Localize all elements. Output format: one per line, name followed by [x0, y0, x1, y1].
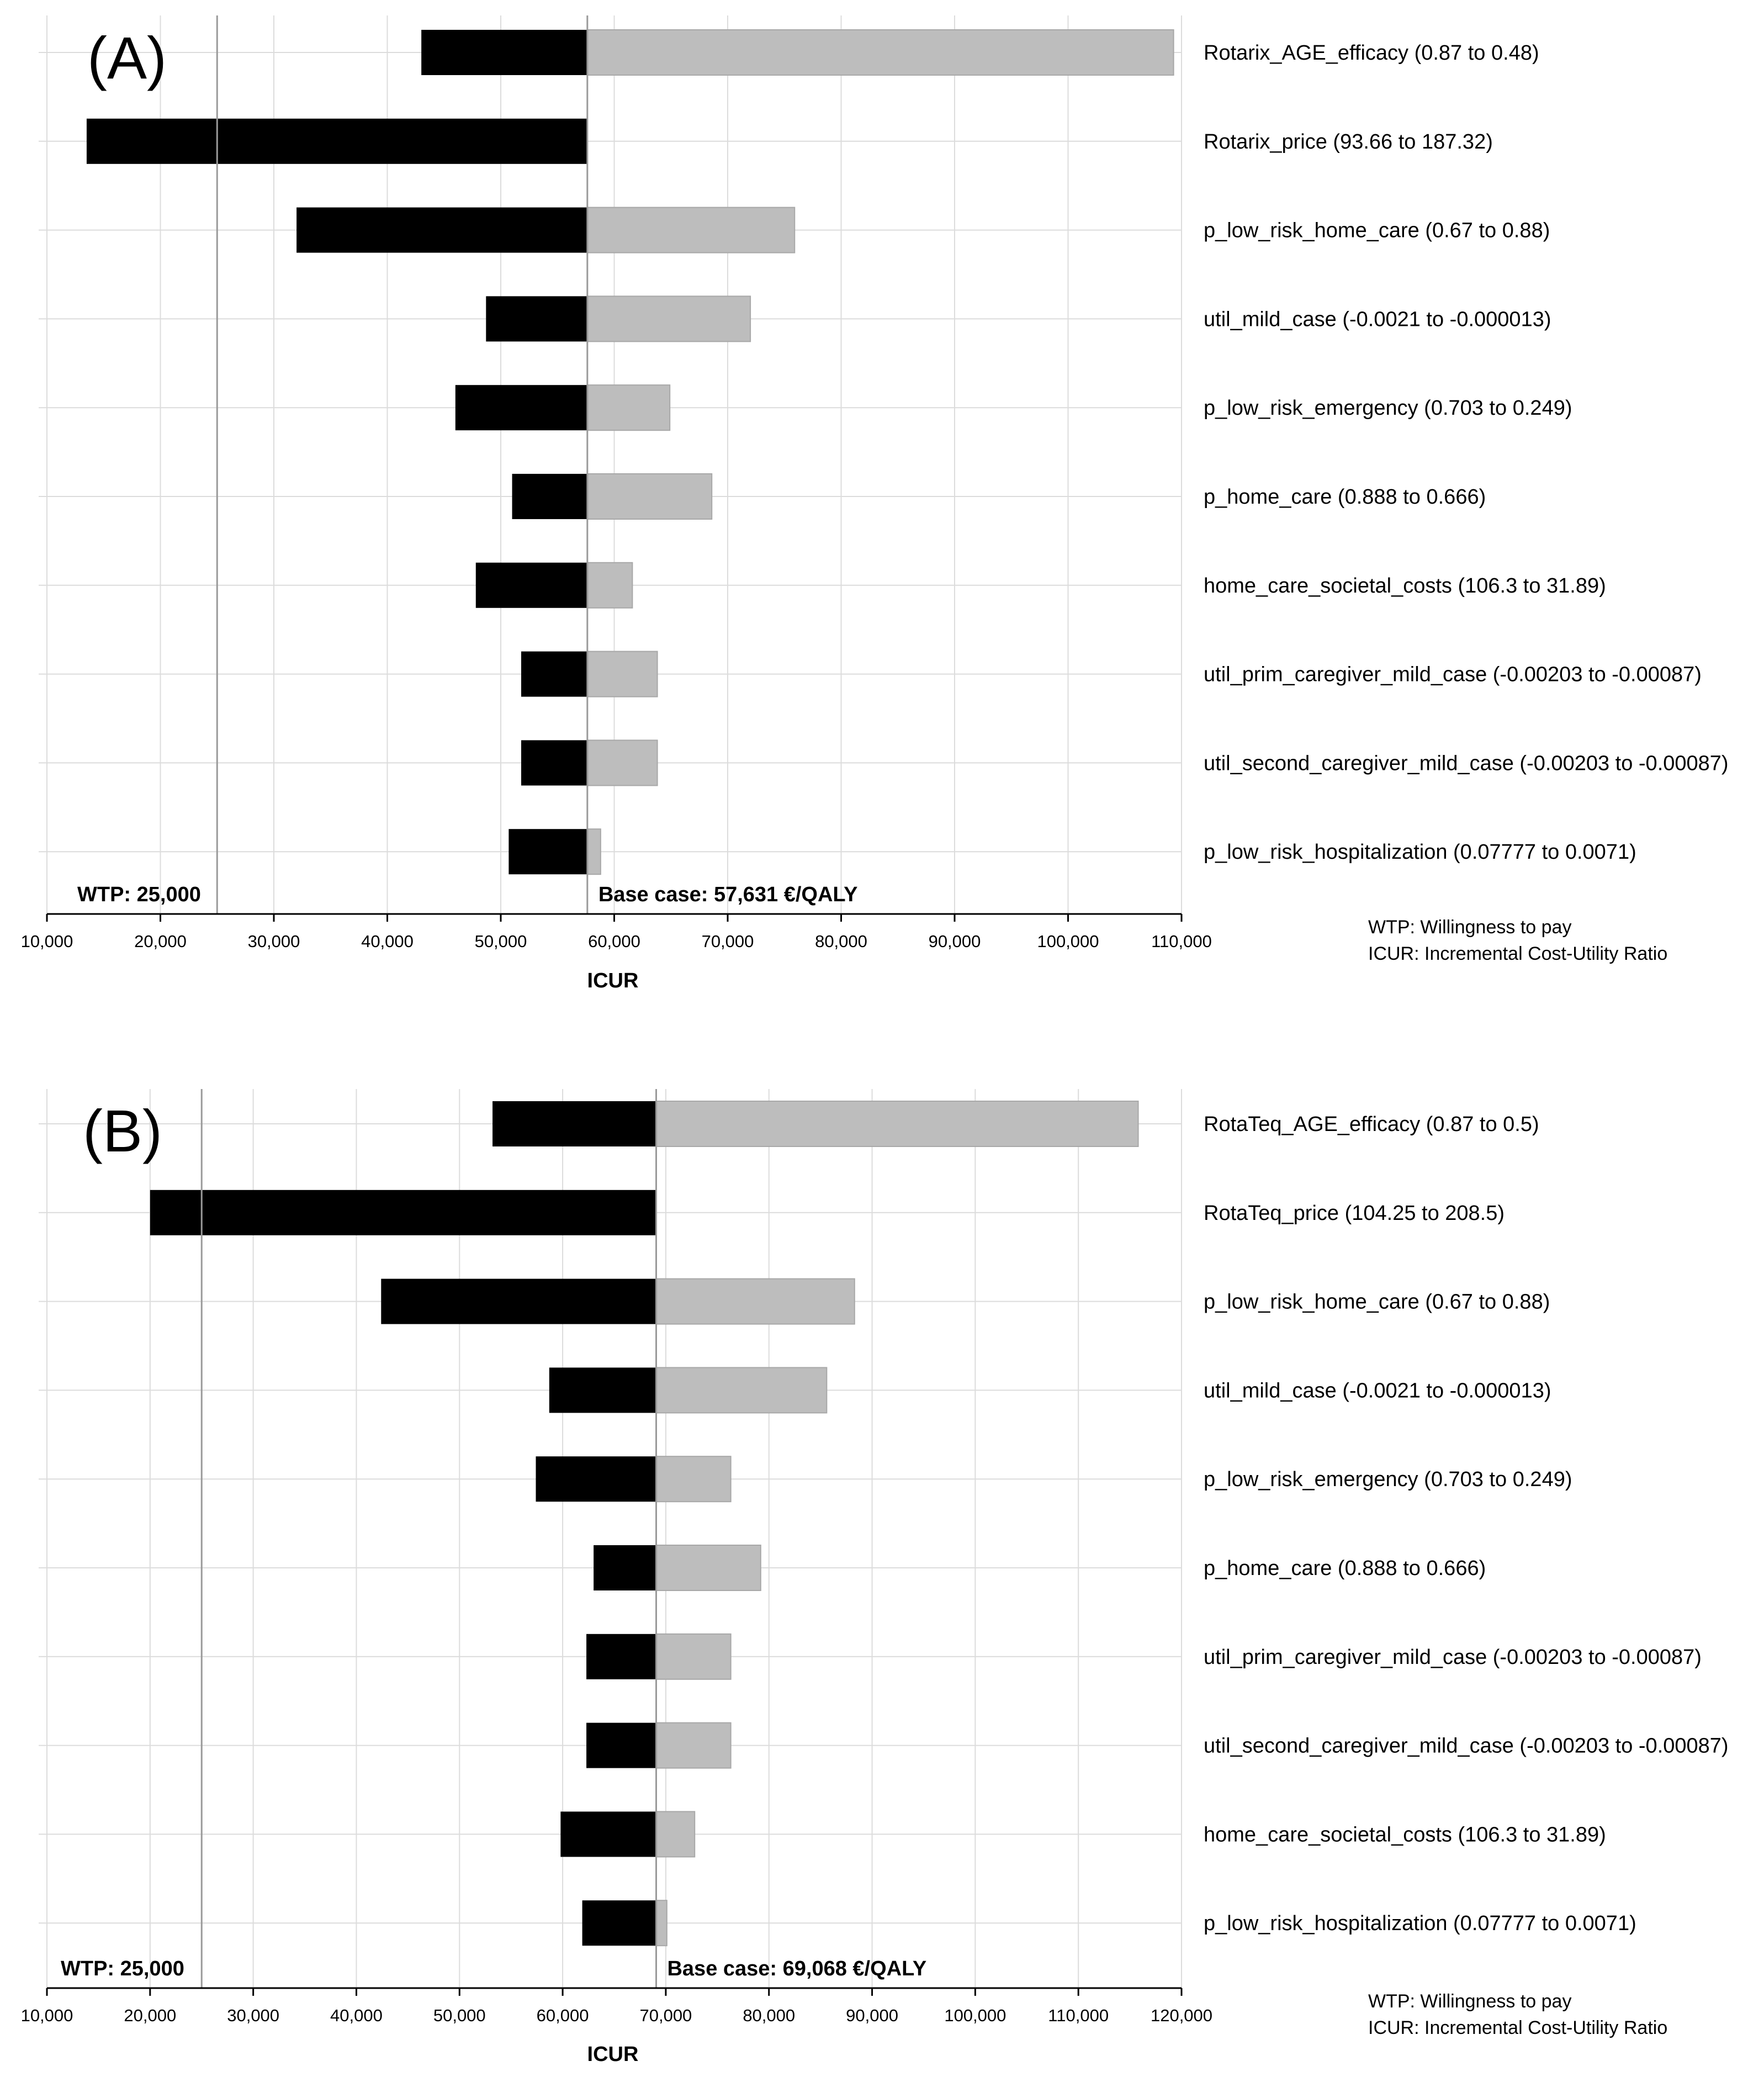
x-tick-label: 80,000: [743, 2006, 795, 2025]
bar-low-value: [521, 651, 587, 697]
bar-high-value: [586, 828, 601, 875]
parameter-label: p_home_care (0.888 to 0.666): [1204, 1557, 1486, 1580]
parameter-label: util_prim_caregiver_mild_case (-0.00203 …: [1204, 663, 1702, 686]
bar-low-value: [150, 1190, 656, 1235]
parameter-label: Rotarix_price (93.66 to 187.32): [1204, 130, 1493, 154]
bar-low-value: [421, 30, 587, 75]
parameter-label: Rotarix_AGE_efficacy (0.87 to 0.48): [1204, 41, 1539, 65]
x-axis-title: ICUR: [587, 969, 639, 992]
parameter-label: p_low_risk_home_care (0.67 to 0.88): [1204, 1291, 1550, 1314]
bar-high-value: [586, 562, 633, 609]
x-tick-label: 30,000: [248, 932, 300, 951]
bar-low-value: [86, 118, 587, 164]
bar-high-value: [586, 384, 671, 431]
x-tick-label: 20,000: [134, 932, 187, 951]
wtp-annotation: WTP: 25,000: [61, 1957, 184, 1980]
icur-legend-note: ICUR: Incremental Cost-Utility Ratio: [1368, 2017, 1667, 2038]
x-tick-label: 100,000: [1037, 932, 1099, 951]
parameter-label: util_second_caregiver_mild_case (-0.0020…: [1204, 1735, 1729, 1758]
x-tick-label: 20,000: [124, 2006, 176, 2025]
panel-b-tornado-chart: RotaTeq_AGE_efficacy (0.87 to 0.5) RotaTe…: [21, 1089, 1729, 2066]
bar-high-value: [655, 1456, 732, 1503]
wtp-legend-note: WTP: Willingness to pay: [1368, 917, 1571, 938]
parameter-label: util_second_caregiver_mild_case (-0.0020…: [1204, 752, 1729, 775]
x-tick-label: 120,000: [1151, 2006, 1212, 2025]
x-tick-label: 50,000: [475, 932, 527, 951]
x-tick-label: 90,000: [929, 932, 981, 951]
bar-high-value: [655, 1278, 855, 1325]
bar-low-value: [594, 1545, 656, 1590]
parameter-label: p_low_risk_hospitalization (0.07777 to 0…: [1204, 841, 1636, 864]
x-tick-label: 30,000: [227, 2006, 279, 2025]
bar-low-value: [512, 474, 587, 519]
bar-high-value: [586, 651, 658, 697]
bar-low-value: [475, 562, 587, 608]
bar-low-value: [586, 1634, 656, 1679]
bar-high-value: [655, 1101, 1139, 1147]
x-tick-label: 100,000: [944, 2006, 1006, 2025]
x-tick-label: 110,000: [1048, 2006, 1109, 2025]
bar-high-value: [655, 1811, 696, 1858]
x-tick-label: 70,000: [639, 2006, 692, 2025]
x-tick-label: 60,000: [588, 932, 640, 951]
bar-low-value: [381, 1278, 656, 1324]
bar-high-value: [586, 29, 1174, 76]
x-tick-label: 60,000: [537, 2006, 589, 2025]
bar-low-value: [586, 1722, 656, 1768]
panel-label: (A): [87, 24, 167, 91]
bar-high-value: [586, 295, 751, 342]
bar-low-value: [536, 1456, 656, 1502]
parameter-label: p_low_risk_hospitalization (0.07777 to 0…: [1204, 1912, 1636, 1935]
bar-low-value: [521, 740, 587, 786]
base-case-annotation: Base case: 69,068 €/QALY: [667, 1957, 926, 1980]
bar-low-value: [582, 1900, 656, 1946]
parameter-label: util_mild_case (-0.0021 to -0.000013): [1204, 1379, 1551, 1402]
panel-a-tornado-chart: Rotarix_AGE_efficacy (0.87 to 0.48) Rotar…: [21, 15, 1729, 992]
icur-legend-note: ICUR: Incremental Cost-Utility Ratio: [1368, 943, 1667, 964]
x-tick-label: 110,000: [1151, 932, 1212, 951]
bar-high-value: [586, 207, 796, 253]
bar-low-value: [486, 296, 587, 342]
parameter-label: p_low_risk_home_care (0.67 to 0.88): [1204, 219, 1550, 242]
bar-high-value: [586, 473, 713, 520]
bar-high-value: [655, 1722, 732, 1769]
parameter-label: p_home_care (0.888 to 0.666): [1204, 485, 1486, 509]
bar-low-value: [508, 829, 587, 875]
x-tick-label: 90,000: [846, 2006, 898, 2025]
parameter-label: util_mild_case (-0.0021 to -0.000013): [1204, 308, 1551, 331]
parameter-label: p_low_risk_emergency (0.703 to 0.249): [1204, 397, 1572, 420]
parameter-label: RotaTeq_price (104.25 to 208.5): [1204, 1202, 1505, 1225]
bar-high-value: [655, 1545, 761, 1591]
parameter-label: p_low_risk_emergency (0.703 to 0.249): [1204, 1468, 1572, 1491]
x-tick-label: 50,000: [433, 2006, 486, 2025]
bar-low-value: [560, 1811, 656, 1857]
bar-low-value: [455, 385, 587, 431]
x-tick-label: 40,000: [361, 932, 414, 951]
bar-high-value: [586, 739, 658, 786]
bar-low-value: [296, 207, 587, 253]
panel-label: (B): [83, 1097, 162, 1164]
parameter-label: home_care_societal_costs (106.3 to 31.89…: [1204, 574, 1606, 598]
bar-high-value: [655, 1633, 732, 1680]
x-tick-label: 70,000: [702, 932, 754, 951]
parameter-label: util_prim_caregiver_mild_case (-0.00203 …: [1204, 1646, 1702, 1669]
parameter-label: RotaTeq_AGE_efficacy (0.87 to 0.5): [1204, 1113, 1539, 1136]
x-tick-label: 80,000: [815, 932, 867, 951]
x-axis-title: ICUR: [587, 2043, 639, 2066]
bar-high-value: [655, 1367, 828, 1414]
bar-low-value: [492, 1101, 656, 1146]
wtp-legend-note: WTP: Willingness to pay: [1368, 1991, 1571, 2012]
parameter-label: home_care_societal_costs (106.3 to 31.89…: [1204, 1823, 1606, 1846]
wtp-annotation: WTP: 25,000: [77, 883, 201, 906]
x-tick-label: 10,000: [21, 932, 73, 951]
base-case-annotation: Base case: 57,631 €/QALY: [598, 883, 858, 906]
bar-high-value: [655, 1900, 668, 1947]
x-tick-label: 40,000: [330, 2006, 383, 2025]
bar-low-value: [549, 1367, 656, 1413]
x-tick-label: 10,000: [21, 2006, 73, 2025]
